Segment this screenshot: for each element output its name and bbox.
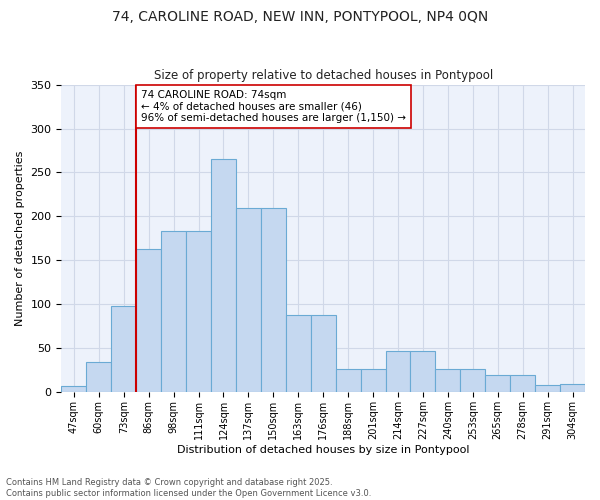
Text: Contains HM Land Registry data © Crown copyright and database right 2025.
Contai: Contains HM Land Registry data © Crown c… bbox=[6, 478, 371, 498]
Bar bbox=[560, 384, 585, 392]
Title: Size of property relative to detached houses in Pontypool: Size of property relative to detached ho… bbox=[154, 69, 493, 82]
Bar bbox=[410, 351, 436, 393]
Bar bbox=[136, 249, 161, 392]
Bar bbox=[436, 368, 460, 392]
Bar bbox=[386, 351, 410, 393]
Bar bbox=[361, 368, 386, 392]
Bar bbox=[161, 232, 186, 392]
Bar bbox=[535, 386, 560, 392]
Bar bbox=[311, 315, 335, 392]
Bar bbox=[236, 208, 261, 392]
Bar bbox=[460, 368, 485, 392]
X-axis label: Distribution of detached houses by size in Pontypool: Distribution of detached houses by size … bbox=[177, 445, 469, 455]
Bar bbox=[211, 160, 236, 392]
Bar bbox=[61, 386, 86, 392]
Bar bbox=[261, 208, 286, 392]
Bar bbox=[286, 315, 311, 392]
Bar bbox=[86, 362, 111, 392]
Bar bbox=[335, 368, 361, 392]
Bar bbox=[510, 374, 535, 392]
Text: 74, CAROLINE ROAD, NEW INN, PONTYPOOL, NP4 0QN: 74, CAROLINE ROAD, NEW INN, PONTYPOOL, N… bbox=[112, 10, 488, 24]
Bar bbox=[485, 374, 510, 392]
Y-axis label: Number of detached properties: Number of detached properties bbox=[15, 150, 25, 326]
Text: 74 CAROLINE ROAD: 74sqm
← 4% of detached houses are smaller (46)
96% of semi-det: 74 CAROLINE ROAD: 74sqm ← 4% of detached… bbox=[141, 90, 406, 123]
Bar bbox=[186, 232, 211, 392]
Bar bbox=[111, 306, 136, 392]
